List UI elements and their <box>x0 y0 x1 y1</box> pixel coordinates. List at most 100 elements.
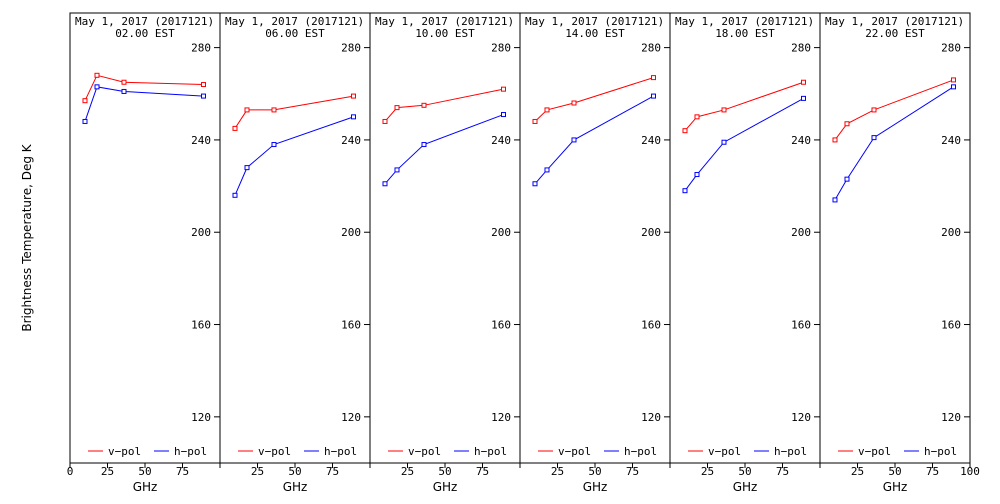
v-pol-point <box>844 121 850 127</box>
x-axis-title: GHz <box>283 480 308 494</box>
y-tick-label: 240 <box>341 134 361 147</box>
h-pol-point <box>694 172 700 178</box>
x-tick-label: 25 <box>251 465 264 478</box>
y-tick-label: 200 <box>341 226 361 239</box>
panel-4: May 1, 2017 (2017121)14.00 EST 120 160 200 2… <box>519 12 671 494</box>
legend-v-pol-label: v−pol <box>558 445 591 458</box>
h-pol-line <box>534 95 654 185</box>
h-pol-point <box>951 84 956 90</box>
legend-v-pol-label: v−pol <box>108 445 141 458</box>
v-pol-point <box>832 137 838 143</box>
y-tick-label: 120 <box>791 411 811 424</box>
panel-3: May 1, 2017 (2017121)10.00 EST 120 160 200 2… <box>369 12 521 494</box>
h-pol-line <box>384 114 504 185</box>
panel-title-time: 14.00 EST <box>565 27 625 40</box>
x-tick-label: 0 <box>67 465 74 478</box>
x-tick-label: 50 <box>588 465 601 478</box>
y-tick-label: 200 <box>941 226 961 239</box>
x-axis-title: GHz <box>133 480 158 494</box>
panel-6: May 1, 2017 (2017121)22.00 EST 120 160 200 2… <box>819 12 980 494</box>
h-pol-line <box>84 86 204 122</box>
legend-h-pol-label: h−pol <box>774 445 807 458</box>
v-pol-line <box>834 79 954 141</box>
y-tick-label: 120 <box>941 411 961 424</box>
h-pol-point <box>121 88 127 94</box>
panel-title-date: May 1, 2017 (2017121) <box>225 15 364 28</box>
v-pol-point <box>232 125 238 131</box>
x-tick-label: 50 <box>738 465 751 478</box>
legend-h-pol-label: h−pol <box>174 445 207 458</box>
h-pol-point <box>394 167 400 173</box>
y-tick-label: 120 <box>341 411 361 424</box>
x-tick-label: 75 <box>926 465 939 478</box>
x-tick-label: 50 <box>438 465 451 478</box>
h-pol-point <box>721 139 727 145</box>
x-tick-label: 75 <box>326 465 339 478</box>
x-axis-title: GHz <box>883 480 908 494</box>
v-pol-point <box>421 102 427 108</box>
h-pol-point <box>421 142 427 148</box>
y-tick-label: 160 <box>491 319 511 332</box>
h-pol-point <box>244 165 250 171</box>
y-axis-title: Brightness Temperature, Deg K <box>20 143 34 331</box>
panel-title-time: 10.00 EST <box>415 27 475 40</box>
y-tick-label: 240 <box>941 134 961 147</box>
y-tick-label: 200 <box>491 226 511 239</box>
x-tick-label: 25 <box>551 465 564 478</box>
v-pol-line <box>84 74 204 101</box>
x-tick-label: 75 <box>776 465 789 478</box>
v-pol-point <box>501 86 506 92</box>
y-tick-label: 120 <box>191 411 211 424</box>
panel-title-time: 02.00 EST <box>115 27 175 40</box>
v-pol-point <box>94 72 100 78</box>
panel-title-date: May 1, 2017 (2017121) <box>825 15 964 28</box>
legend-v-pol-label: v−pol <box>858 445 891 458</box>
legend-h-pol-label: h−pol <box>624 445 657 458</box>
y-tick-label: 280 <box>641 42 661 55</box>
x-tick-label: 75 <box>476 465 489 478</box>
v-pol-line <box>384 88 504 122</box>
x-axis-title: GHz <box>733 480 758 494</box>
v-pol-point <box>244 107 250 113</box>
h-pol-point <box>94 84 100 90</box>
h-pol-point <box>382 181 388 187</box>
v-pol-point <box>682 128 688 134</box>
h-pol-point <box>832 197 838 203</box>
x-tick-label: 25 <box>101 465 114 478</box>
v-pol-point <box>951 77 956 83</box>
y-tick-label: 200 <box>641 226 661 239</box>
y-tick-label: 160 <box>791 319 811 332</box>
h-pol-point <box>501 112 506 118</box>
h-pol-point <box>651 93 656 99</box>
h-pol-point <box>351 114 356 120</box>
h-pol-point <box>532 181 538 187</box>
panel-2: May 1, 2017 (2017121)06.00 EST 120 160 200 2… <box>219 12 371 494</box>
h-pol-point <box>82 118 88 124</box>
v-pol-point <box>571 100 577 106</box>
x-tick-label: 75 <box>176 465 189 478</box>
v-pol-point <box>532 118 538 124</box>
panel-title-date: May 1, 2017 (2017121) <box>75 15 214 28</box>
y-tick-label: 120 <box>641 411 661 424</box>
y-tick-label: 120 <box>491 411 511 424</box>
y-tick-label: 240 <box>791 134 811 147</box>
y-tick-label: 280 <box>191 42 211 55</box>
h-pol-point <box>271 142 277 148</box>
v-pol-line <box>684 81 804 132</box>
legend-v-pol-label: v−pol <box>708 445 741 458</box>
y-tick-label: 160 <box>941 319 961 332</box>
panel-title-time: 06.00 EST <box>265 27 325 40</box>
legend-h-pol-label: h−pol <box>474 445 507 458</box>
v-pol-line <box>234 95 354 129</box>
x-tick-label: 75 <box>626 465 639 478</box>
panel-title-date: May 1, 2017 (2017121) <box>375 15 514 28</box>
y-tick-label: 160 <box>341 319 361 332</box>
panel-title-time: 22.00 EST <box>865 27 925 40</box>
y-tick-label: 200 <box>191 226 211 239</box>
y-tick-label: 200 <box>791 226 811 239</box>
v-pol-point <box>271 107 277 113</box>
y-tick-label: 160 <box>641 319 661 332</box>
h-pol-line <box>834 86 954 201</box>
y-tick-label: 240 <box>191 134 211 147</box>
